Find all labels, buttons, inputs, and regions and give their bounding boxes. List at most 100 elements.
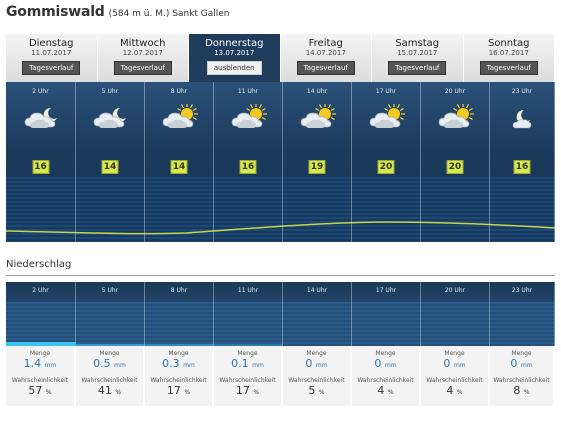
location-title: Gommiswald (584 m ü. M.) Sankt Gallen [6, 4, 230, 26]
probability-unit: % [184, 389, 191, 396]
precipitation-hour: 14 Uhr [306, 287, 328, 294]
moon-cloud-icon [502, 104, 542, 134]
tab-day-label: Freitag [308, 38, 343, 49]
forecast-column: 23 Uhr 16 [490, 82, 555, 242]
tab-day[interactable]: Samstag 15.07.2017 Tagesverlauf [372, 34, 464, 82]
daily-trend-button[interactable]: Tagesverlauf [22, 61, 81, 75]
amount-number: 0 [510, 357, 518, 370]
rain-bar [6, 341, 76, 346]
precipitation-stat: Menge 0 mm Wahrscheinlichkeit 4 % [352, 346, 421, 406]
tab-day-label: Samstag [395, 38, 440, 49]
amount-unit: mm [114, 362, 126, 369]
temperature-curve [6, 221, 555, 235]
daily-trend-button[interactable]: Tagesverlauf [113, 61, 172, 75]
forecast-column: 2 Uhr 16 [6, 82, 76, 242]
rain-bar [145, 344, 214, 346]
cloud-sun-icon [435, 103, 475, 134]
forecast-panel: 2 Uhr 16 5 Uhr 14 8 Uhr 14 11 Uhr 16 14 Uhr 19 17 … [6, 82, 555, 242]
forecast-hour: 5 Uhr [101, 88, 119, 95]
amount-label: Menge [29, 350, 51, 357]
tab-day[interactable]: Mittwoch 12.07.2017 Tagesverlauf [97, 34, 189, 82]
amount-value: 0 mm [283, 357, 350, 373]
tab-day[interactable]: Freitag 14.07.2017 Tagesverlauf [280, 34, 372, 82]
forecast-column: 17 Uhr 20 [352, 82, 421, 242]
tab-day-label: Sonntag [487, 38, 530, 49]
probability-number: 8 [513, 384, 521, 397]
amount-number: 0.3 [162, 357, 180, 370]
tab-day-label: Donnerstag [205, 38, 264, 49]
amount-unit: mm [453, 362, 466, 369]
tab-day[interactable]: Dienstag 11.07.2017 Tagesverlauf [6, 34, 98, 82]
precipitation-hour: 17 Uhr [375, 287, 397, 294]
precipitation-column: 23 Uhr [490, 282, 555, 346]
probability-unit: % [523, 389, 530, 396]
amount-value: 1.4 mm [6, 357, 74, 373]
precipitation-hour: 5 Uhr [101, 287, 119, 294]
precipitation-column: 11 Uhr [214, 282, 283, 346]
probability-number: 57 [28, 384, 43, 397]
temperature-badge: 14 [170, 160, 188, 174]
precipitation-title: Niederschlag [6, 259, 72, 270]
probability-label: Wahrscheinlichkeit [219, 377, 276, 384]
tab-day-label: Dienstag [28, 38, 74, 49]
cloud-sun-icon [228, 103, 268, 134]
precipitation-column: 20 Uhr [421, 282, 490, 346]
probability-label: Wahrscheinlichkeit [426, 377, 483, 384]
probability-label: Wahrscheinlichkeit [150, 377, 207, 384]
precipitation-stat: Menge 1.4 mm Wahrscheinlichkeit 57 % [6, 346, 76, 406]
temperature-badge: 16 [239, 160, 257, 174]
probability-value: 57 % [6, 384, 74, 400]
amount-value: 0 mm [352, 357, 419, 373]
precipitation-column: 5 Uhr [76, 282, 145, 346]
probability-number: 17 [166, 384, 181, 397]
probability-label: Wahrscheinlichkeit [81, 377, 138, 384]
temperature-badge: 19 [308, 160, 326, 174]
amount-number: 0 [443, 357, 451, 370]
probability-unit: % [115, 389, 122, 396]
temperature-badge: 14 [101, 160, 119, 174]
forecast-column: 8 Uhr 14 [145, 82, 214, 242]
precipitation-panel: 2 Uhr 5 Uhr 8 Uhr 11 Uhr 14 Uhr 17 Uhr 20 Uhr 2… [6, 282, 555, 346]
precipitation-column: 2 Uhr [6, 282, 76, 346]
forecast-hour: 20 Uhr [444, 88, 466, 95]
probability-unit: % [45, 389, 52, 396]
rain-bar [76, 344, 145, 346]
probability-number: 41 [97, 384, 112, 397]
rain-panel-background [6, 302, 555, 346]
amount-unit: mm [315, 362, 328, 369]
probability-unit: % [387, 389, 394, 396]
daily-trend-button[interactable]: Tagesverlauf [388, 61, 447, 75]
probability-value: 5 % [283, 384, 350, 400]
probability-unit: % [318, 389, 325, 396]
forecast-hour: 17 Uhr [375, 88, 397, 95]
precipitation-hour: 23 Uhr [511, 287, 533, 294]
tab-date-label: 11.07.2017 [31, 49, 72, 57]
tab-date-label: 15.07.2017 [397, 49, 438, 57]
hide-button[interactable]: ausblenden [206, 61, 262, 75]
precipitation-hour: 11 Uhr [237, 287, 259, 294]
forecast-column: 20 Uhr 20 [421, 82, 490, 242]
cloud-sun-icon [366, 103, 406, 134]
probability-unit: % [253, 389, 260, 396]
daily-trend-button[interactable]: Tagesverlauf [479, 61, 538, 75]
precipitation-stat: Menge 0 mm Wahrscheinlichkeit 5 % [283, 346, 352, 406]
probability-number: 4 [377, 384, 385, 397]
cloud-sun-icon [297, 103, 337, 134]
location-name: Gommiswald [6, 4, 105, 20]
probability-number: 5 [308, 384, 316, 397]
probability-value: 41 % [76, 384, 143, 400]
precipitation-stat: Menge 0.5 mm Wahrscheinlichkeit 41 % [76, 346, 145, 406]
amount-label: Menge [99, 350, 120, 357]
amount-label: Menge [237, 350, 258, 357]
temperature-badge: 20 [446, 160, 464, 174]
precipitation-hour: 2 Uhr [32, 287, 49, 294]
daily-trend-button[interactable]: Tagesverlauf [296, 61, 355, 75]
amount-label: Menge [444, 350, 465, 357]
tab-day[interactable]: Donnerstag 13.07.2017 ausblenden [189, 34, 281, 82]
amount-number: 0 [305, 357, 313, 370]
tab-day[interactable]: Sonntag 16.07.2017 Tagesverlauf [463, 34, 555, 82]
panel-background [6, 177, 555, 242]
amount-value: 0 mm [490, 357, 553, 373]
amount-unit: mm [520, 362, 533, 369]
amount-label: Menge [511, 350, 532, 357]
